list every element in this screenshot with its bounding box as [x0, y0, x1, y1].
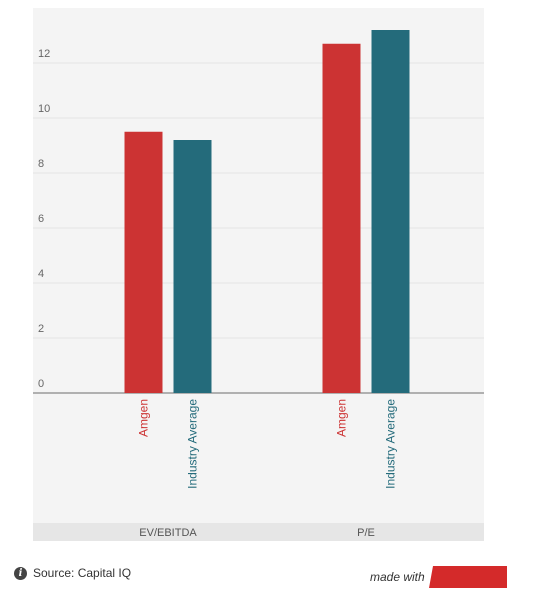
plot-background [33, 8, 484, 540]
group-label-strip [33, 523, 484, 541]
series-label: Amgen [137, 399, 151, 437]
bar-amgen-pe[interactable] [322, 43, 361, 393]
info-icon: i [14, 566, 27, 580]
bar-industry-average-evebitda[interactable] [173, 140, 212, 393]
series-label: Industry Average [384, 399, 398, 489]
gridlines [33, 62, 484, 394]
bar-industry-average-pe[interactable] [371, 30, 410, 393]
source-note: i Source: Capital IQ [14, 566, 131, 580]
bar-chart: 0 2 4 6 8 10 12 Amgen Industry Average Amgen Indu… [33, 8, 484, 541]
y-tick-label: 12 [38, 48, 50, 60]
group-label: EV/EBITDA [139, 527, 197, 539]
y-tick-label: 10 [38, 103, 50, 115]
y-tick-label: 8 [38, 158, 44, 170]
bar-amgen-evebitda[interactable] [124, 131, 163, 393]
made-with-badge[interactable]: made with [370, 566, 507, 588]
brand-flag-icon [428, 566, 507, 588]
made-with-text: made with [370, 570, 425, 584]
series-label: Amgen [335, 399, 349, 437]
y-tick-label: 2 [38, 323, 44, 335]
series-label: Industry Average [186, 399, 200, 489]
category-labels: Amgen Industry Average Amgen Industry Avera… [137, 399, 398, 489]
y-axis-ticks: 0 2 4 6 8 10 12 [38, 48, 50, 390]
y-tick-label: 4 [38, 268, 44, 280]
y-tick-label: 6 [38, 213, 44, 225]
y-tick-label: 0 [38, 378, 44, 390]
group-label: P/E [357, 527, 375, 539]
source-text: Source: Capital IQ [33, 566, 132, 580]
group-labels: EV/EBITDA P/E [139, 527, 375, 539]
bars [124, 30, 410, 393]
